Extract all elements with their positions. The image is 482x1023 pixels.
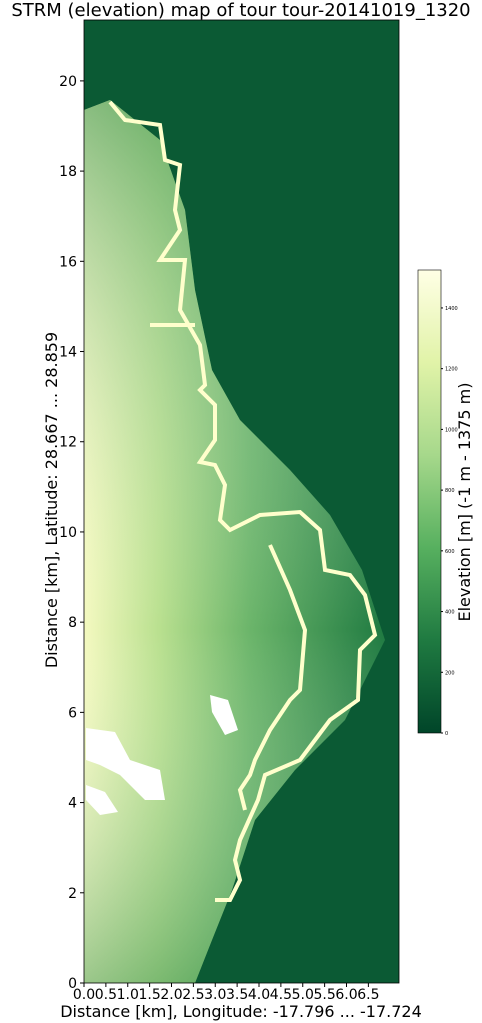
x-tick-label: 1.5	[138, 987, 160, 1003]
x-tick-label: 4.0	[248, 987, 270, 1003]
colorbar-tick-label: 800	[445, 488, 455, 494]
y-axis-label: Distance [km], Latitude: 28.667 ... 28.8…	[42, 332, 61, 668]
colorbar-tick-label: 200	[445, 670, 455, 676]
no-data	[86, 728, 165, 800]
y-tick-label: 20	[59, 74, 77, 90]
y-tick-label: 0	[68, 976, 77, 992]
x-tick-label: 3.5	[226, 987, 248, 1003]
y-tick-label: 10	[59, 525, 77, 541]
y-tick-label: 12	[59, 435, 77, 451]
x-tick-label: 4.5	[270, 987, 292, 1003]
colorbar-tick-label: 0	[445, 731, 448, 737]
chart-title: STRM (elevation) map of tour tour-201410…	[11, 0, 470, 21]
x-tick-label: 6.5	[357, 987, 379, 1003]
x-tick-label: 5.5	[313, 987, 335, 1003]
colorbar-label: Elevation [m] (-1 m - 1375 m)	[455, 382, 474, 621]
x-tick-label: 3.0	[204, 987, 226, 1003]
x-tick-label: 0.0	[73, 987, 95, 1003]
x-tick-label: 2.5	[182, 987, 204, 1003]
y-tick-label: 14	[59, 345, 77, 361]
x-tick-label: 2.0	[160, 987, 182, 1003]
land-shade	[84, 100, 385, 983]
tour-track	[108, 100, 378, 902]
y-tick-label: 4	[68, 796, 77, 812]
map	[84, 20, 399, 983]
x-axis-label: Distance [km], Longitude: -17.796 ... -1…	[60, 1002, 422, 1021]
no-data	[86, 785, 118, 815]
colorbar-tick-label: 1200	[445, 367, 458, 373]
colorbar-tick-label: 1400	[445, 306, 458, 312]
y-tick-label: 18	[59, 164, 77, 180]
colorbar-tick-label: 1000	[445, 427, 458, 433]
colorbar	[417, 269, 442, 734]
x-tick-label: 6.0	[335, 987, 357, 1003]
colorbar-tick-label: 400	[445, 610, 455, 616]
x-tick-label: 5.0	[292, 987, 314, 1003]
plot-frame	[83, 19, 400, 984]
colorbar-tick-label: 600	[445, 549, 455, 555]
tour-track	[237, 544, 308, 811]
y-tick-label: 8	[68, 615, 77, 631]
y-tick-label: 6	[68, 705, 77, 721]
y-tick-label: 16	[59, 254, 77, 270]
x-tick-label: 1.0	[117, 987, 139, 1003]
no-data	[210, 695, 238, 735]
x-tick-label: 0.5	[95, 987, 117, 1003]
y-tick-label: 2	[68, 886, 77, 902]
